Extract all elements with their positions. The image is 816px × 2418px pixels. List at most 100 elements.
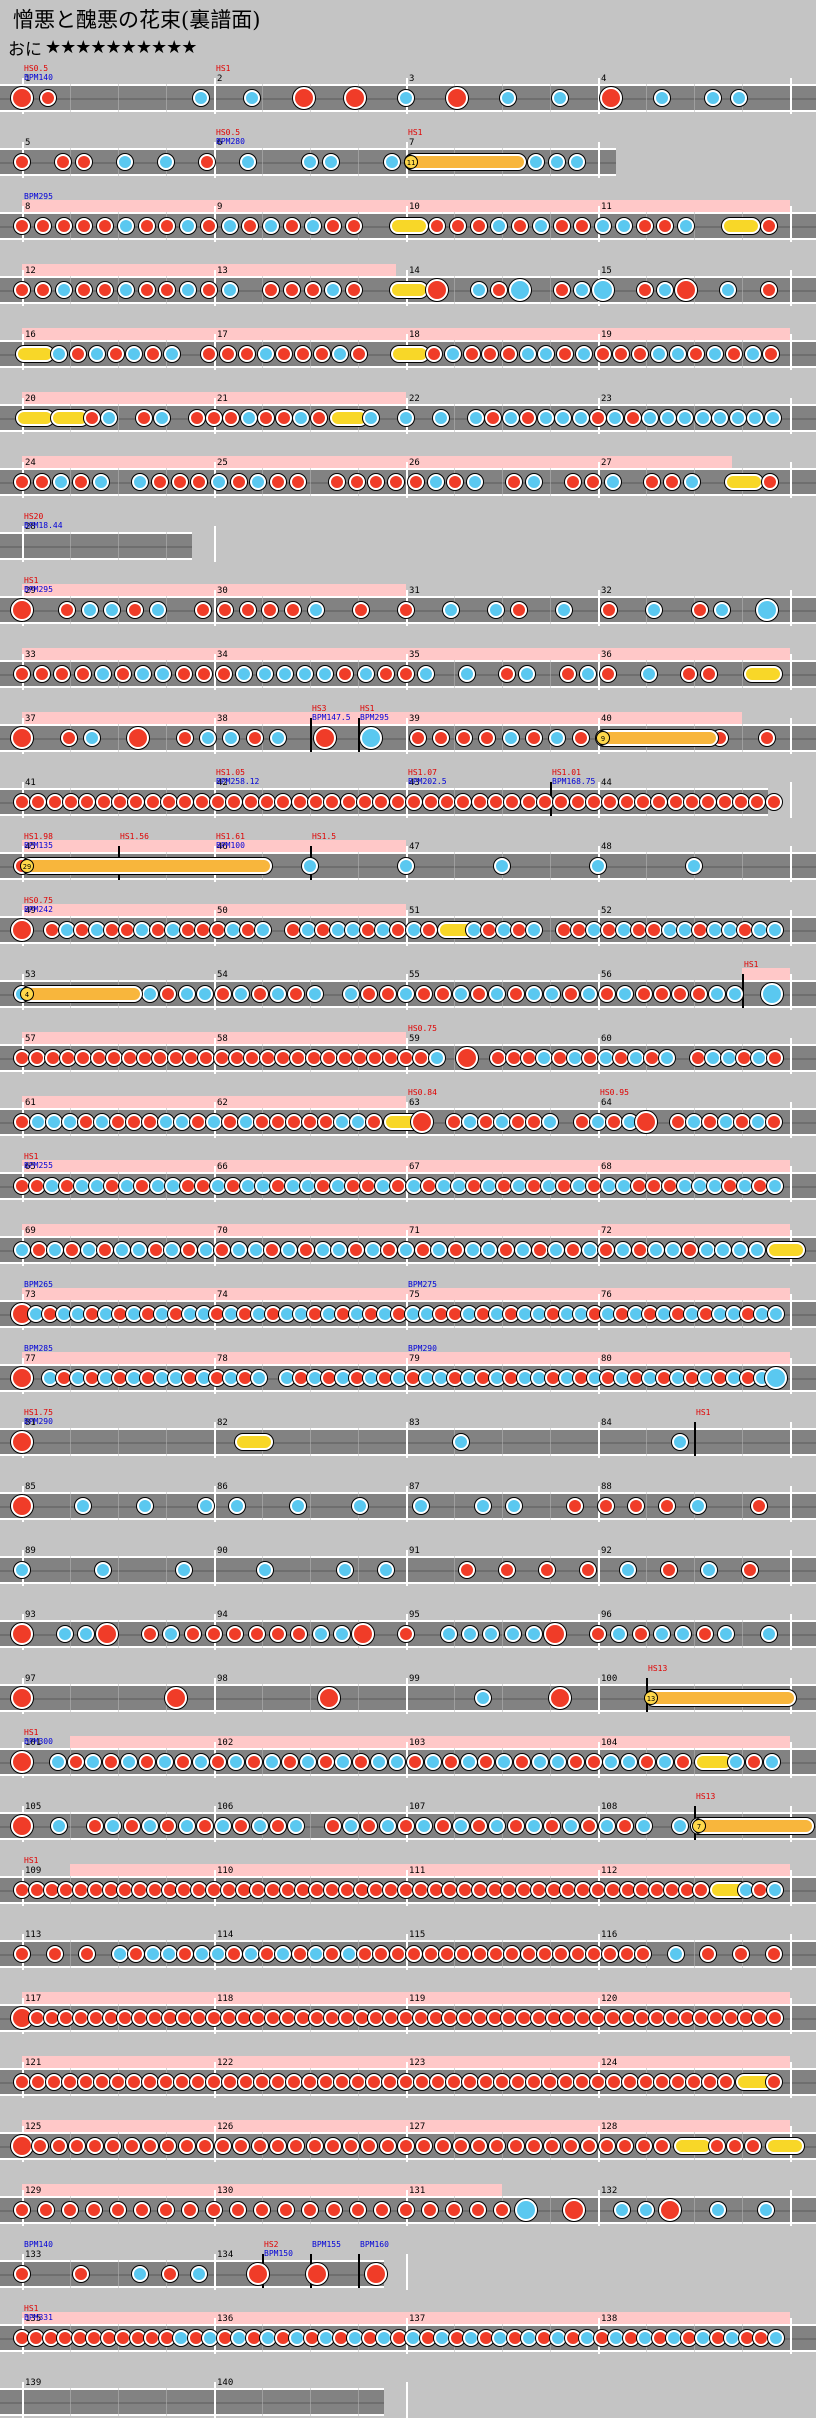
measure-line xyxy=(790,1934,792,1970)
measure-line xyxy=(790,1742,792,1778)
don-note xyxy=(294,1882,311,1898)
don-note xyxy=(360,1178,377,1194)
ka-note xyxy=(254,922,271,938)
scroll-speed-label: HS1.5 xyxy=(312,832,337,841)
don-note-big xyxy=(313,727,336,749)
ka-note xyxy=(538,346,555,362)
drumroll-note xyxy=(674,2138,713,2154)
don-note xyxy=(259,1050,276,1066)
beat-line xyxy=(118,2260,119,2288)
don-note xyxy=(635,986,652,1002)
don-note xyxy=(254,2202,270,2218)
don-note xyxy=(55,218,72,234)
ka-note xyxy=(466,474,483,490)
don-note xyxy=(406,1946,423,1962)
ka-note xyxy=(431,1242,448,1258)
don-note xyxy=(97,1242,114,1258)
don-note xyxy=(562,2138,579,2154)
measure-number: 26 xyxy=(409,458,420,468)
scroll-speed-label: HS0.84 xyxy=(408,1088,437,1097)
don-note xyxy=(338,2010,355,2026)
don-note xyxy=(702,2074,718,2090)
don-note xyxy=(62,2202,78,2218)
don-note xyxy=(112,794,129,810)
ka-note xyxy=(616,1178,633,1194)
don-note xyxy=(422,2202,438,2218)
ka-note xyxy=(144,1946,161,1962)
don-note xyxy=(102,2010,119,2026)
measure-line xyxy=(214,2382,216,2418)
measure-number: 30 xyxy=(217,586,228,596)
ka-note xyxy=(767,2330,784,2346)
bpm-label: BPM135 xyxy=(24,841,53,850)
don-note xyxy=(64,1242,81,1258)
don-note xyxy=(265,1882,282,1898)
ka-note xyxy=(537,410,554,426)
don-note xyxy=(693,1882,710,1898)
don-note xyxy=(507,986,524,1002)
event-marker xyxy=(694,1422,696,1456)
don-note xyxy=(251,986,268,1002)
don-note xyxy=(510,2074,526,2090)
don-note xyxy=(123,2138,140,2154)
don-note xyxy=(455,794,472,810)
ka-note xyxy=(760,1626,777,1642)
measure-line xyxy=(598,1806,600,1842)
don-note xyxy=(619,2010,636,2026)
measure-number: 14 xyxy=(409,266,420,276)
don-note xyxy=(542,2074,558,2090)
don-note xyxy=(613,346,630,362)
don-note xyxy=(751,1498,768,1514)
don-note xyxy=(606,2074,622,2090)
don-note xyxy=(138,282,155,298)
beat-line xyxy=(310,404,311,432)
ka-note xyxy=(30,1114,46,1130)
ka-note xyxy=(398,410,414,426)
don-note xyxy=(75,1050,92,1066)
ka-note xyxy=(92,474,109,490)
don-note-big xyxy=(675,279,698,301)
don-note xyxy=(171,474,188,490)
don-note-big xyxy=(11,1623,33,1645)
don-note xyxy=(224,1178,241,1194)
ka-note xyxy=(46,1114,62,1130)
measure-number: 40 xyxy=(601,714,612,724)
ka-note xyxy=(586,922,603,938)
don-note xyxy=(14,2266,30,2282)
don-note xyxy=(174,1754,191,1770)
don-note xyxy=(290,1050,307,1066)
don-note xyxy=(663,1882,680,1898)
don-note xyxy=(102,1882,119,1898)
don-note xyxy=(246,730,263,746)
beat-line xyxy=(742,276,743,304)
ka-note xyxy=(528,154,545,170)
measure-number: 126 xyxy=(217,2122,234,2132)
ka-note xyxy=(728,1754,745,1770)
measure-number: 92 xyxy=(601,1546,612,1556)
beat-line xyxy=(166,2388,167,2416)
ka-note xyxy=(94,1114,110,1130)
difficulty-row: おに ★★★★★★★★★★ xyxy=(8,36,197,60)
don-note xyxy=(206,1882,222,1898)
measure-number: 16 xyxy=(25,330,36,340)
don-note xyxy=(661,1178,678,1194)
measure-number: 76 xyxy=(601,1290,612,1300)
don-note xyxy=(194,922,211,938)
bpm-label: BPM140 xyxy=(24,2240,53,2249)
ka-note xyxy=(689,1498,706,1514)
scroll-speed-label: HS1 xyxy=(24,576,39,585)
measure-number: 35 xyxy=(409,650,420,660)
don-note xyxy=(357,1946,374,1962)
ka-note xyxy=(215,1818,232,1834)
don-note xyxy=(382,1050,399,1066)
don-note-big xyxy=(164,1687,187,1709)
don-note xyxy=(767,2010,784,2026)
don-note xyxy=(606,1114,622,1130)
scroll-speed-label: HS1.05 xyxy=(216,768,245,777)
don-note xyxy=(350,2074,366,2090)
ka-note xyxy=(197,1242,214,1258)
don-note xyxy=(147,1242,164,1258)
don-note xyxy=(446,1114,462,1130)
don-note xyxy=(29,1050,46,1066)
ka-note xyxy=(480,1178,497,1194)
